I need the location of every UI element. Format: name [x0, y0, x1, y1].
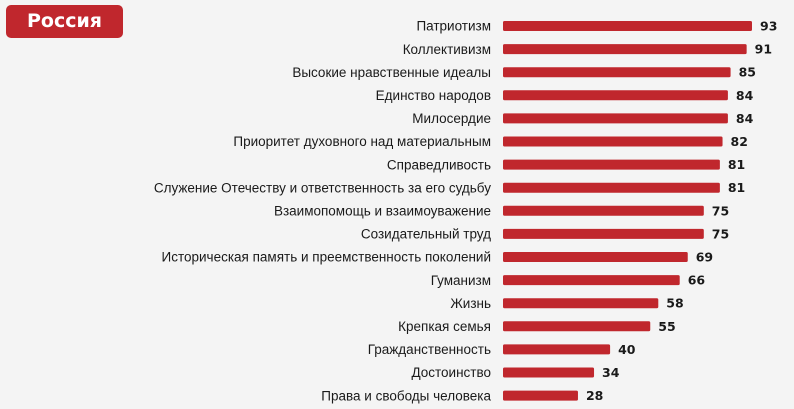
- category-label: Единство народов: [376, 88, 491, 103]
- category-label: Гуманизм: [431, 273, 491, 288]
- category-label: Гражданственность: [368, 342, 491, 357]
- value-label: 85: [739, 65, 756, 80]
- value-label: 84: [736, 88, 754, 103]
- bar: [503, 298, 659, 309]
- value-label: 66: [688, 273, 706, 288]
- bar: [503, 159, 720, 170]
- bar: [503, 252, 688, 262]
- bar: [503, 205, 704, 216]
- value-label: 55: [658, 319, 675, 334]
- country-badge: Россия: [6, 5, 123, 38]
- value-label: 58: [666, 296, 683, 311]
- category-label: Приоритет духовного над материальным: [233, 134, 491, 149]
- value-label: 28: [586, 388, 603, 403]
- category-label: Справедливость: [387, 157, 491, 172]
- bar: [503, 90, 728, 101]
- category-labels-group: Патриотизм Коллективизм Высокие нравственн…: [154, 19, 492, 404]
- category-label: Высокие нравственные идеалы: [292, 65, 491, 80]
- bar: [503, 67, 731, 78]
- bar: [503, 275, 680, 286]
- value-labels-group: 93 91 85 84 84 82 81 81 75 75 69 66 58 55 40 34 28: [586, 19, 777, 404]
- bar: [503, 321, 651, 332]
- value-label: 34: [602, 365, 620, 380]
- category-label: Патриотизм: [416, 19, 491, 34]
- bar: [503, 390, 578, 401]
- value-label: 84: [736, 111, 754, 126]
- category-label: Жизнь: [450, 296, 491, 311]
- bars-group: [503, 21, 752, 401]
- value-label: 81: [728, 157, 745, 172]
- category-label: Коллективизм: [403, 42, 491, 57]
- value-label: 75: [712, 203, 729, 218]
- bar: [503, 182, 720, 193]
- value-label: 81: [728, 180, 745, 195]
- bar: [503, 367, 595, 378]
- category-label: Крепкая семья: [398, 319, 491, 334]
- value-label: 40: [618, 342, 636, 357]
- category-label: Взаимопомощь и взаимоуважение: [274, 204, 491, 219]
- category-label: Достоинство: [411, 365, 491, 380]
- value-label: 69: [696, 250, 713, 265]
- value-label: 93: [760, 19, 777, 34]
- category-label: Милосердие: [412, 111, 491, 126]
- category-label: Созидательный труд: [361, 227, 491, 242]
- value-label: 75: [712, 226, 729, 241]
- category-label: Служение Отечеству и ответственность за …: [154, 180, 491, 195]
- bar: [503, 44, 747, 55]
- value-label: 82: [731, 134, 748, 149]
- bar: [503, 136, 723, 147]
- bar: [503, 21, 752, 31]
- value-label: 91: [755, 42, 772, 57]
- bar: [503, 113, 728, 124]
- category-label: Историческая память и преемственность по…: [162, 250, 492, 265]
- category-label: Права и свободы человека: [321, 388, 491, 403]
- bar: [503, 344, 611, 355]
- bar: [503, 228, 704, 239]
